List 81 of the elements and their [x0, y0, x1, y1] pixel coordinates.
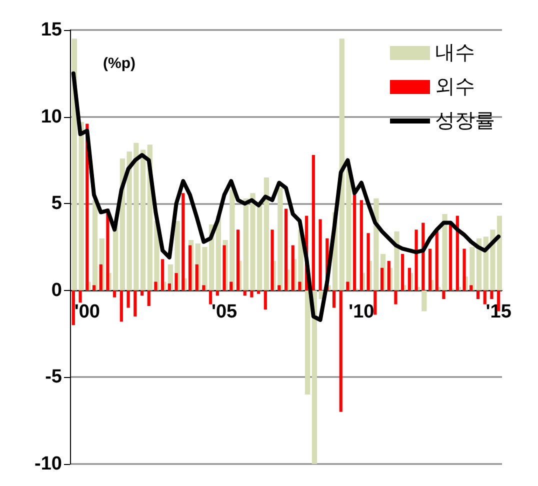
bar: [312, 154, 315, 290]
bar: [366, 233, 370, 290]
bar: [380, 268, 384, 290]
bar: [442, 290, 446, 300]
bar: [278, 285, 281, 290]
bar: [174, 273, 178, 290]
bar: [182, 193, 185, 290]
x-tick-label: '00: [74, 301, 100, 322]
bar: [435, 230, 438, 290]
bar: [195, 264, 198, 290]
y-tick-label: -5: [45, 366, 62, 388]
legend-label: 외수: [435, 76, 475, 98]
bar: [78, 290, 82, 303]
bar: [154, 282, 158, 290]
bar: [346, 282, 350, 290]
bar: [428, 248, 432, 290]
bar: [140, 150, 146, 290]
x-tick-label: '05: [211, 301, 238, 322]
bar: [243, 290, 246, 296]
legend-label: 내수: [435, 42, 475, 64]
bar: [476, 290, 480, 300]
bar: [134, 290, 137, 316]
bar: [264, 178, 270, 290]
bar: [72, 290, 75, 326]
bar: [120, 290, 123, 322]
bar: [284, 208, 288, 290]
bar: [374, 290, 377, 315]
bar: [270, 230, 274, 290]
bar: [222, 245, 226, 290]
bar: [360, 200, 363, 290]
y-tick-label: 10: [40, 106, 62, 128]
bar: [318, 219, 322, 290]
bar: [99, 264, 102, 290]
bar: [470, 247, 475, 290]
bar: [113, 290, 116, 298]
y-tick-label: 0: [51, 280, 62, 301]
y-tick-label: -10: [34, 454, 62, 474]
bar: [483, 290, 486, 304]
bar: [414, 230, 418, 290]
bar: [216, 290, 219, 296]
bar: [202, 285, 206, 290]
bar: [291, 245, 294, 290]
bar: [161, 259, 164, 290]
bar: [332, 290, 336, 308]
bar: [126, 290, 130, 308]
bar: [394, 290, 398, 304]
bar: [230, 282, 233, 290]
x-tick-label: '10: [348, 301, 374, 322]
bar: [490, 290, 494, 300]
bar: [456, 216, 459, 290]
bar: [442, 214, 448, 290]
bar: [278, 188, 283, 290]
bar: [140, 290, 144, 296]
bar: [394, 231, 400, 290]
bar: [449, 222, 452, 290]
annotation: (%p): [103, 55, 136, 72]
legend-label: 성장률: [435, 110, 495, 132]
bar: [462, 248, 466, 290]
x-tick-label: '15: [486, 301, 512, 322]
bar: [353, 194, 356, 290]
bar: [257, 290, 260, 294]
bar: [408, 268, 411, 290]
bar: [305, 290, 310, 395]
bar: [106, 208, 110, 290]
bar: [339, 290, 342, 412]
bar: [168, 283, 171, 290]
bar: [401, 254, 404, 290]
bar: [92, 285, 96, 290]
bar: [264, 290, 267, 310]
bar: [92, 200, 98, 290]
y-tick-label: 5: [51, 193, 62, 214]
bar: [209, 290, 212, 304]
bar: [147, 290, 150, 306]
bar: [298, 282, 302, 290]
y-tick-label: 15: [40, 20, 62, 40]
bar: [470, 285, 473, 290]
bar: [387, 260, 390, 290]
bar: [188, 245, 192, 290]
bar: [250, 290, 254, 298]
bar: [422, 290, 427, 312]
bar: [236, 230, 240, 290]
